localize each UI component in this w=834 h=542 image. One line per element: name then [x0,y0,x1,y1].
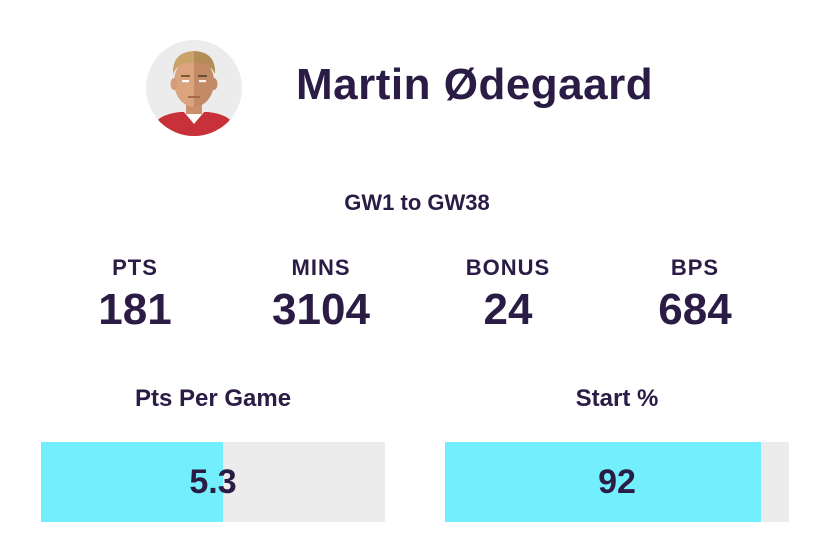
pts-per-game-title: Pts Per Game [134,385,292,412]
stat-label: MINS [291,255,351,280]
start-percent-bar-fill [445,442,762,522]
pts-per-game-block: Pts Per Game 5.3 [41,385,385,522]
stat-label: PTS [112,255,158,280]
start-percent-block: Start % 92 [445,385,789,522]
player-avatar [146,40,242,136]
stat-mins: MINS 3104 [231,255,411,335]
stat-value: 24 [483,285,533,334]
stat-label: BONUS [465,255,551,280]
start-percent-title: Start % [575,385,659,412]
stat-label: BPS [670,255,720,280]
player-avatar-icon [152,51,236,136]
start-percent-bar: 92 [445,442,789,522]
stat-bps: BPS 684 [605,255,785,335]
gameweek-range: GW1 to GW38 [344,190,490,215]
stat-value: 684 [658,285,732,334]
start-percent-value: 92 [598,463,636,501]
player-name: Martin Ødegaard [296,60,654,109]
pts-per-game-value: 5.3 [189,463,237,501]
pts-per-game-bar-fill [41,442,224,522]
pts-per-game-bar: 5.3 [41,442,385,522]
stat-bonus: BONUS 24 [418,255,598,335]
player-header: Martin Ødegaard [0,0,834,170]
stats-row: PTS 181 MINS 3104 BONUS 24 BPS 684 [0,255,834,345]
stat-value: 181 [98,285,172,334]
stat-value: 3104 [272,285,370,334]
stat-pts: PTS 181 [45,255,225,335]
